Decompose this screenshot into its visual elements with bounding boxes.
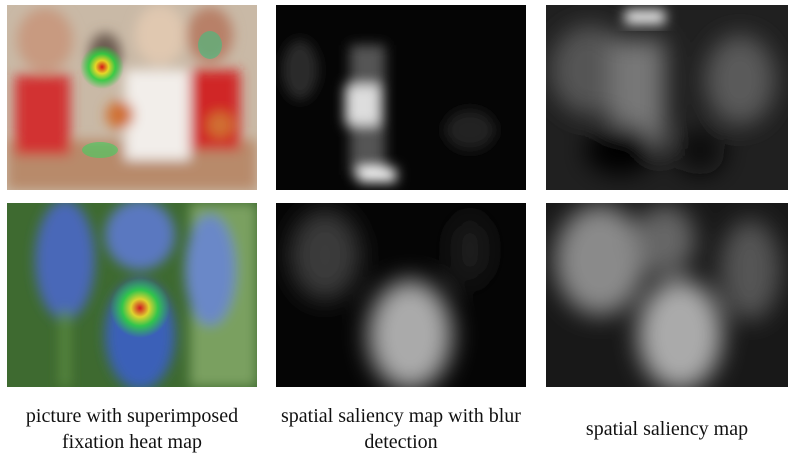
saliency-bottom xyxy=(546,203,788,390)
caption: picture with superimposed fixation heat … xyxy=(7,388,257,470)
caption: spatial saliency map with blur detection xyxy=(276,388,526,470)
basketball-image xyxy=(7,5,257,190)
figure-panels xyxy=(0,0,788,390)
blur-saliency-top xyxy=(276,5,526,190)
blur-saliency-bottom xyxy=(276,203,526,390)
saliency-top xyxy=(546,5,788,190)
caption: spatial saliency map xyxy=(546,388,788,470)
figure: picture with superimposed fixation heat … xyxy=(0,0,788,470)
flower-image xyxy=(7,200,257,390)
